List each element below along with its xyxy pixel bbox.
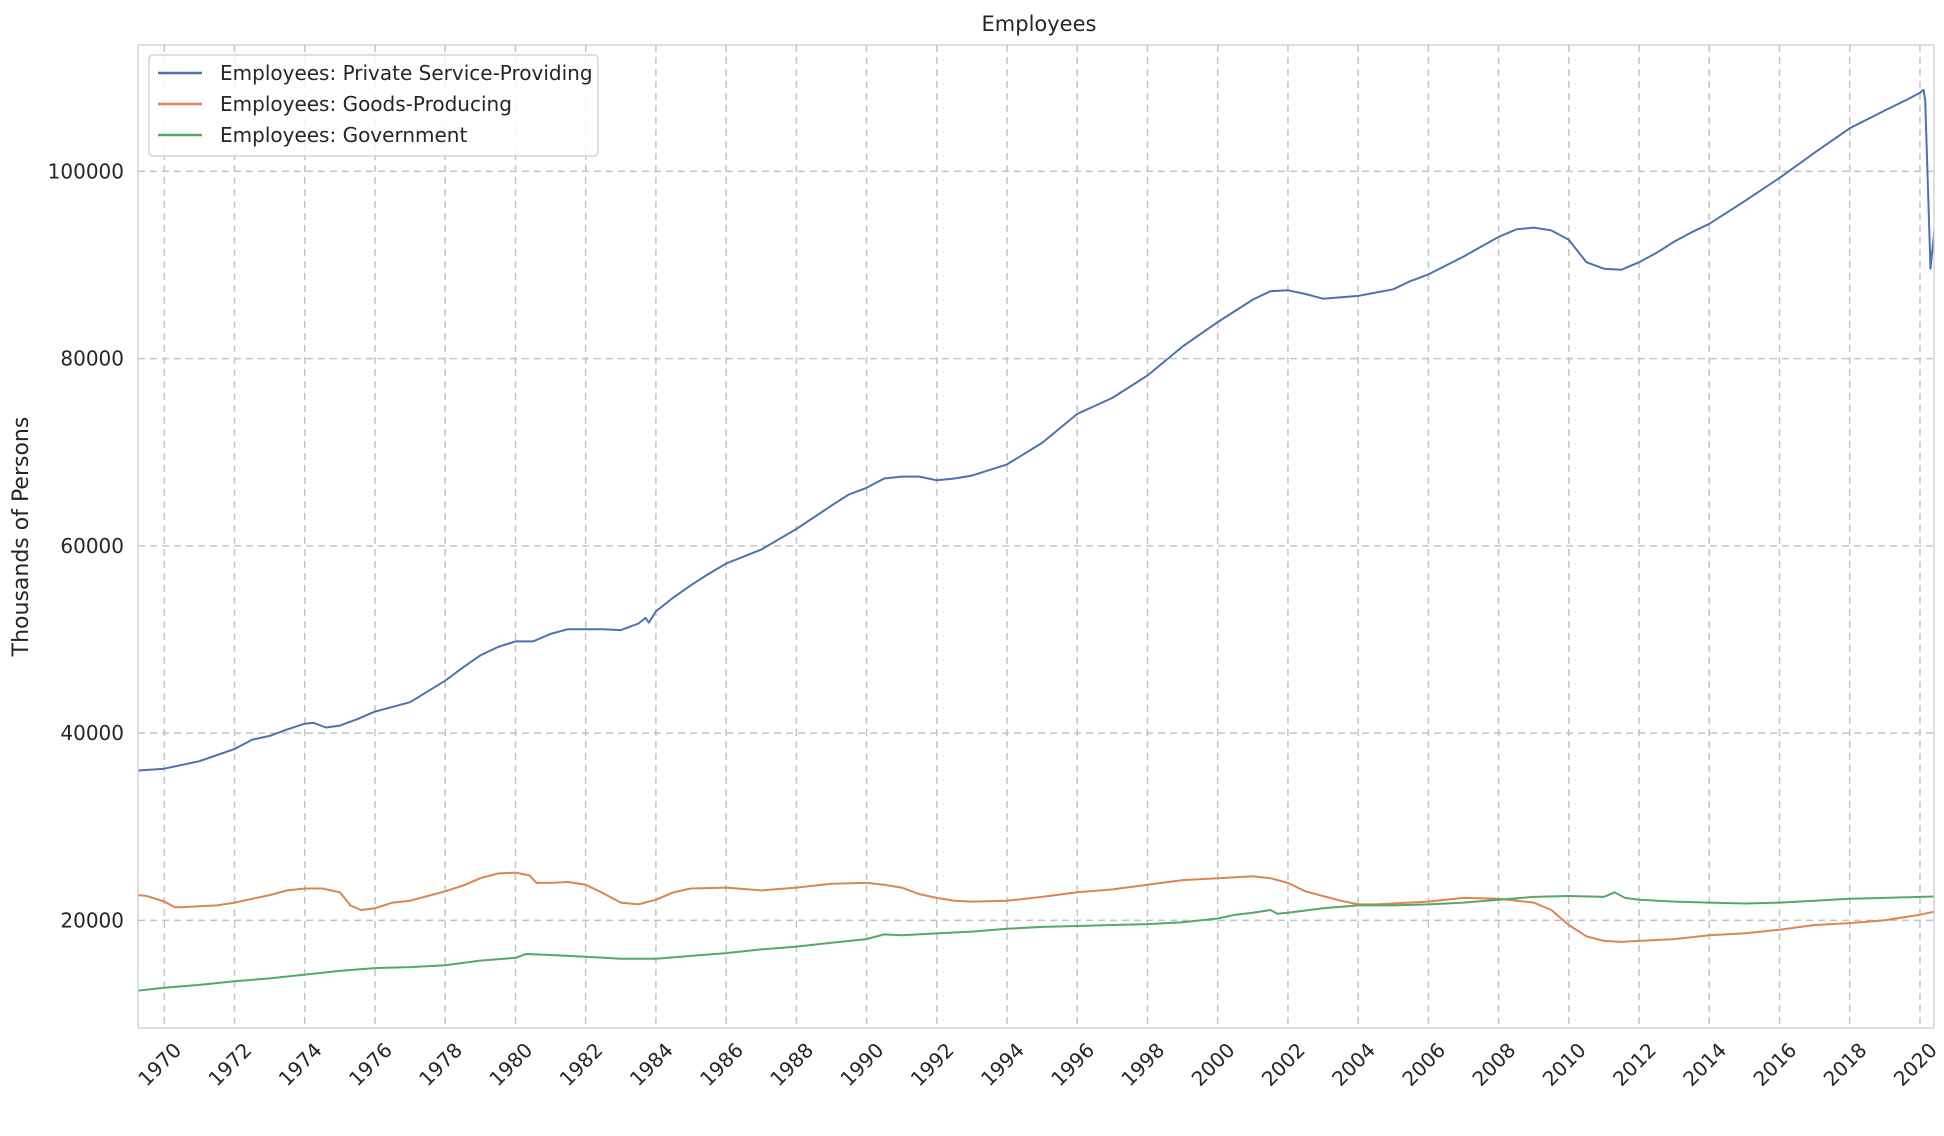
series-line — [138, 891, 1934, 992]
legend-label: Employees: Government — [220, 123, 467, 147]
plot-area — [138, 45, 1934, 1028]
x-gridlines — [163, 45, 1921, 1028]
legend-label: Employees: Private Service-Providing — [220, 61, 593, 85]
y-axis-label: Thousands of Persons — [9, 417, 34, 658]
series-line — [138, 871, 1934, 943]
legend: Employees: Private Service-Providing Empl… — [148, 54, 599, 157]
y-tick-label: 40000 — [60, 721, 124, 745]
y-tick-label: 60000 — [60, 534, 124, 558]
y-axis-ticks: 20000 40000 60000 80000 100000 — [48, 159, 124, 932]
y-tick-label: 100000 — [48, 159, 124, 183]
series-lines — [138, 88, 1934, 992]
y-tick-label: 20000 — [60, 908, 124, 932]
legend-label: Employees: Goods-Producing — [220, 92, 512, 116]
series-line — [138, 88, 1934, 772]
chart-title: Employees — [982, 12, 1097, 36]
y-tick-label: 80000 — [60, 347, 124, 371]
plot-frame — [137, 44, 1935, 1029]
legend-box — [148, 54, 599, 157]
